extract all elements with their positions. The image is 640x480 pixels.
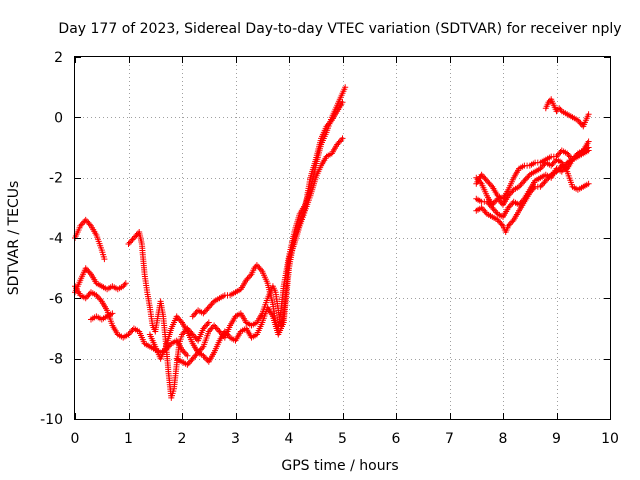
y-tick-label: -4 — [49, 231, 63, 247]
series-track-1 — [72, 216, 108, 263]
y-tick-label: 0 — [54, 110, 63, 126]
x-tick-label: 1 — [124, 431, 133, 447]
x-tick-label: 3 — [231, 431, 240, 447]
series-track-5 — [88, 310, 116, 323]
x-tick-label: 4 — [285, 431, 294, 447]
x-tick-label: 7 — [445, 431, 454, 447]
series-track-13 — [542, 96, 592, 130]
x-tick-label: 5 — [338, 431, 347, 447]
grid — [75, 57, 610, 419]
y-tick-label: -6 — [49, 291, 63, 307]
data-series — [72, 84, 592, 401]
series-track-12 — [473, 147, 592, 235]
series-track-9 — [473, 156, 592, 208]
x-tick-label: 10 — [601, 431, 619, 447]
data-point-markers — [473, 147, 592, 235]
x-tick-label: 8 — [499, 431, 508, 447]
x-tick-label: 6 — [392, 431, 401, 447]
data-point-markers — [173, 99, 346, 368]
y-tick-label: 2 — [54, 50, 63, 66]
axis-ticks — [75, 57, 611, 420]
series-track-8 — [173, 99, 346, 368]
x-tick-label: 9 — [552, 431, 561, 447]
y-tick-label: -8 — [49, 352, 63, 368]
y-tick-label: -2 — [49, 171, 63, 187]
data-point-markers — [542, 96, 592, 130]
x-tick-label: 0 — [71, 431, 80, 447]
x-tick-label: 2 — [178, 431, 187, 447]
plot-frame — [74, 56, 611, 420]
chart-title: Day 177 of 2023, Sidereal Day-to-day VTE… — [58, 21, 621, 37]
x-axis-label: GPS time / hours — [281, 458, 398, 474]
y-tick-label: -10 — [40, 412, 63, 428]
data-point-markers — [88, 310, 116, 323]
tick-labels: 0 1 2 3 4 5 6 7 8 9 10 -10 -8 -6 -4 -2 0 2 — [40, 50, 619, 447]
y-axis-label: SDTVAR / TECUs — [6, 181, 22, 296]
